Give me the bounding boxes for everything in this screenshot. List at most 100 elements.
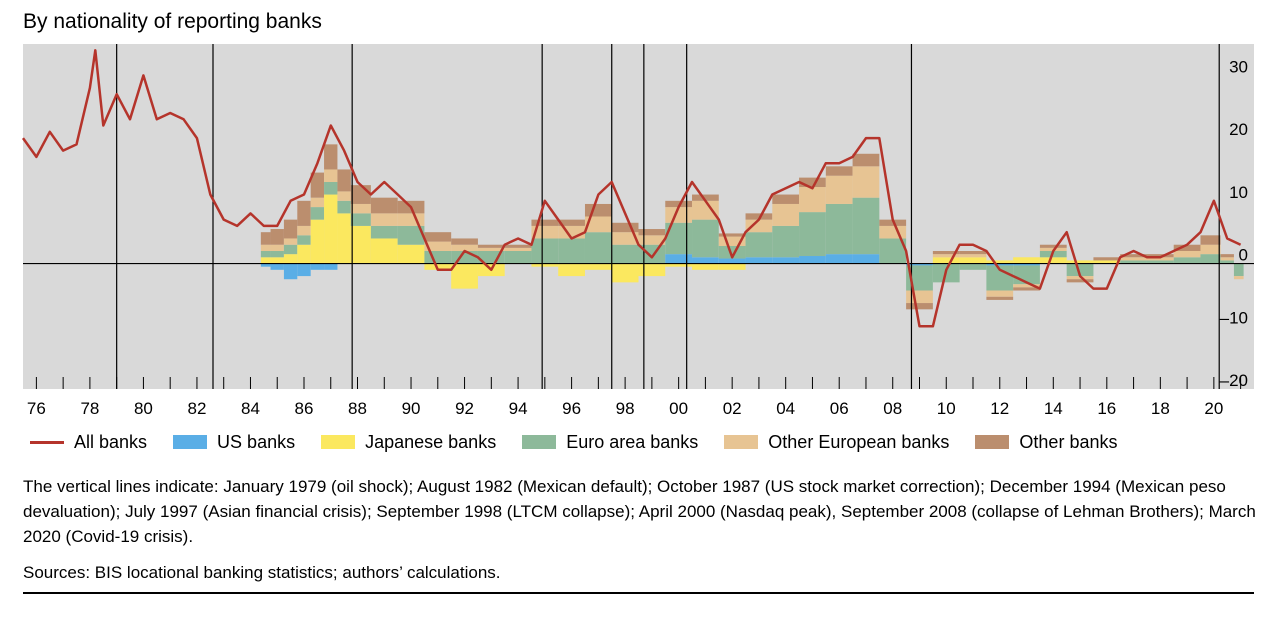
stack-segment-euro-area-banks <box>799 212 826 257</box>
x-tick-label: 88 <box>348 399 367 418</box>
stack-segment-euro-area-banks <box>324 182 338 195</box>
stack-segment-other-banks <box>283 219 298 239</box>
y-axis: 30 20 10 0 –10 –20 <box>1220 57 1248 390</box>
stack-segment-euro-area-banks <box>692 219 719 258</box>
stack-segment-other-banks <box>424 232 452 242</box>
legend-item-other-european-banks: Other European banks <box>724 432 949 453</box>
stack-segment-other-european-banks <box>745 219 773 233</box>
stack-segment-euro-area-banks <box>424 251 452 264</box>
stack-segment-euro-area-banks <box>611 244 639 264</box>
stack-segment-other-european-banks <box>638 235 666 245</box>
stack-segment-other-banks <box>959 251 987 255</box>
y-tick-label: –10 <box>1220 308 1248 327</box>
stack-segment-other-banks <box>584 203 612 217</box>
stack-segment-japanese-banks <box>297 244 311 264</box>
x-tick-label: 10 <box>937 399 956 418</box>
stack-segment-other-banks <box>986 296 1014 300</box>
legend-item-euro-area-banks: Euro area banks <box>522 432 698 453</box>
stack-segment-other-european-banks <box>692 200 719 220</box>
stack-segment-japanese-banks <box>959 257 987 264</box>
stack-segment-other-banks <box>1039 244 1067 248</box>
legend-label-other-banks: Other banks <box>1019 431 1118 452</box>
stack-segment-other-european-banks <box>986 290 1014 297</box>
stack-segment-us-banks <box>310 263 325 270</box>
stack-segment-euro-area-banks <box>1146 260 1174 264</box>
legend-swatch-japanese-banks <box>321 435 356 449</box>
x-tick-label: 02 <box>723 399 742 418</box>
x-tick-label: 84 <box>241 399 260 418</box>
stack-segment-other-european-banks <box>310 197 325 208</box>
stack-segment-other-banks <box>1093 257 1121 261</box>
stack-segment-other-european-banks <box>799 187 826 213</box>
stack-segment-euro-area-banks <box>1066 263 1094 277</box>
x-tick-label: 04 <box>776 399 795 418</box>
stack-segment-other-banks <box>504 244 532 248</box>
x-tick-label: 86 <box>295 399 314 418</box>
stack-segment-japanese-banks <box>584 263 612 270</box>
stack-segment-us-banks <box>718 258 746 264</box>
stack-segment-other-european-banks <box>477 247 505 251</box>
stack-segment-euro-area-banks <box>959 263 987 270</box>
legend-label-euro-area-banks: Euro area banks <box>566 431 699 452</box>
stack-segment-us-banks <box>297 263 311 277</box>
stack-segment-us-banks <box>986 263 1014 266</box>
stack-segment-other-banks <box>799 177 826 188</box>
stack-segment-japanese-banks <box>310 219 325 264</box>
x-tick-label: 18 <box>1151 399 1170 418</box>
legend: All banks US banks Japanese banks Euro a… <box>30 429 1143 455</box>
stack-segment-other-european-banks <box>879 225 907 239</box>
plot-background <box>23 44 1254 389</box>
stack-segment-other-banks <box>297 200 311 226</box>
stack-segment-japanese-banks <box>718 263 746 270</box>
stack-segment-euro-area-banks <box>825 203 853 255</box>
stack-segment-other-european-banks <box>1173 251 1201 258</box>
stack-segment-other-european-banks <box>1233 276 1244 280</box>
stack-segment-euro-area-banks <box>531 238 559 264</box>
stack-segment-other-european-banks <box>825 175 853 204</box>
stack-segment-other-banks <box>665 200 693 208</box>
stack-segment-other-european-banks <box>932 254 960 258</box>
stack-segment-japanese-banks <box>986 260 1014 264</box>
stack-segment-other-european-banks <box>1220 257 1234 261</box>
stack-segment-us-banks <box>906 263 933 266</box>
stack-segment-other-european-banks <box>324 169 338 182</box>
stack-segment-us-banks <box>665 254 693 264</box>
legend-label-japanese-banks: Japanese banks <box>365 431 497 452</box>
legend-item-other-banks: Other banks <box>975 432 1117 453</box>
stack-segment-other-banks <box>1013 287 1040 291</box>
stack-segment-japanese-banks <box>1066 260 1094 264</box>
stack-segment-other-european-banks <box>270 244 284 251</box>
legend-swatch-other-banks <box>975 435 1010 449</box>
stack-segment-other-european-banks <box>1146 257 1174 261</box>
stack-segment-us-banks <box>825 254 853 264</box>
stack-segment-other-banks <box>611 222 639 233</box>
stack-segment-other-banks <box>370 197 398 214</box>
stack-segment-other-european-banks <box>424 241 452 251</box>
legend-item-japanese-banks: Japanese banks <box>321 432 496 453</box>
stack-segment-other-european-banks <box>959 254 987 258</box>
stack-segment-other-european-banks <box>1013 284 1040 288</box>
stack-segment-euro-area-banks <box>397 225 425 245</box>
stack-segment-other-banks <box>558 219 585 226</box>
x-tick-label: 94 <box>509 399 528 418</box>
stack-segment-other-banks <box>1120 254 1147 258</box>
stack-segment-japanese-banks <box>692 263 719 270</box>
stack-segment-other-european-banks <box>283 238 298 245</box>
legend-label-all-banks: All banks <box>74 431 148 452</box>
legend-label-other-european-banks: Other European banks <box>768 431 950 452</box>
x-tick-label: 00 <box>669 399 688 418</box>
x-tick-label: 14 <box>1044 399 1063 418</box>
stack-segment-japanese-banks <box>451 263 478 289</box>
x-tick-label: 92 <box>455 399 474 418</box>
stack-segment-other-european-banks <box>260 244 271 251</box>
stack-segment-us-banks <box>692 257 719 264</box>
stack-segment-other-banks <box>718 233 746 237</box>
stack-segment-japanese-banks <box>638 263 666 277</box>
stack-segment-other-european-banks <box>397 213 425 226</box>
stack-segment-other-european-banks <box>1120 257 1147 261</box>
stack-segment-other-banks <box>932 251 960 255</box>
stack-segment-other-banks <box>451 238 478 245</box>
stack-segment-other-banks <box>531 219 559 226</box>
stack-segment-us-banks <box>852 254 880 264</box>
stack-segment-us-banks <box>270 263 284 270</box>
